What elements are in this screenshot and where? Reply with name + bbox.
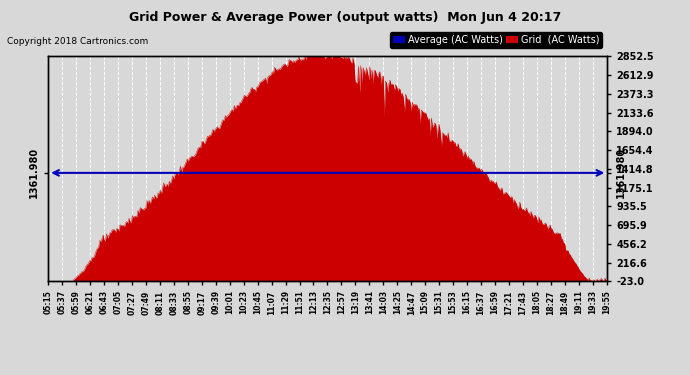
Text: Copyright 2018 Cartronics.com: Copyright 2018 Cartronics.com <box>7 38 148 46</box>
Legend: Average (AC Watts), Grid  (AC Watts): Average (AC Watts), Grid (AC Watts) <box>390 32 602 48</box>
Text: Grid Power & Average Power (output watts)  Mon Jun 4 20:17: Grid Power & Average Power (output watts… <box>129 11 561 24</box>
